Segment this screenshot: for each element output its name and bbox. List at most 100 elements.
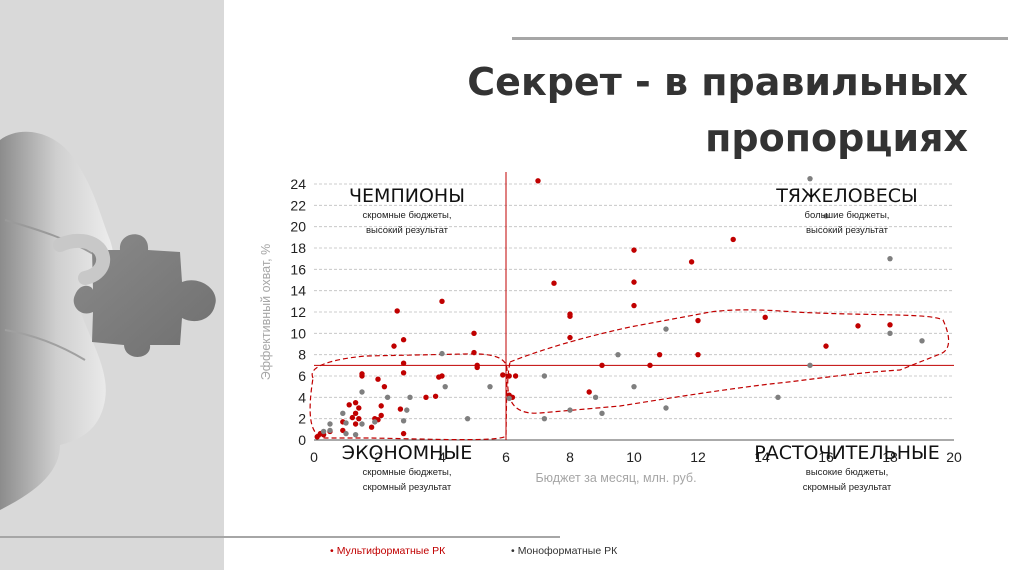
point-multiformat bbox=[567, 313, 573, 319]
quadrant-wasteful-desc: скромный результат bbox=[803, 482, 892, 493]
y-tick-label: 22 bbox=[290, 197, 306, 213]
point-multiformat bbox=[439, 373, 445, 379]
legend-item-monoformat: • Моноформатные РК bbox=[511, 545, 617, 557]
slide-title: Секрет - в правильных пропорциях bbox=[467, 54, 968, 166]
point-multiformat bbox=[551, 280, 557, 286]
point-multiformat bbox=[378, 412, 384, 419]
x-tick-label: 8 bbox=[566, 449, 574, 465]
y-tick-label: 4 bbox=[298, 389, 306, 405]
y-tick-label: 18 bbox=[290, 240, 306, 256]
quadrant-wasteful-name: РАСТОЧИТЕЛЬНЫЕ bbox=[754, 442, 940, 464]
point-monoformat bbox=[372, 419, 378, 425]
point-monoformat bbox=[506, 395, 512, 402]
point-multiformat bbox=[352, 421, 359, 427]
quadrant-economy-desc: скромные бюджеты, bbox=[362, 467, 451, 478]
point-monoformat bbox=[599, 410, 605, 417]
reference-lines bbox=[314, 172, 954, 440]
point-multiformat bbox=[381, 383, 388, 390]
point-multiformat bbox=[356, 405, 362, 411]
y-tick-label: 8 bbox=[298, 347, 306, 363]
point-multiformat bbox=[356, 415, 362, 422]
point-multiformat bbox=[567, 334, 573, 341]
point-multiformat bbox=[474, 364, 480, 371]
y-tick-label: 6 bbox=[298, 368, 306, 384]
quadrant-wasteful-desc: высокие бюджеты, bbox=[806, 467, 888, 478]
x-tick-label: 14 bbox=[754, 449, 770, 465]
legend-bullet-monoformat: • bbox=[511, 545, 515, 557]
x-tick-label: 0 bbox=[310, 449, 318, 465]
point-monoformat bbox=[359, 421, 365, 427]
point-multiformat bbox=[394, 308, 400, 314]
point-multiformat bbox=[423, 394, 429, 401]
point-multiformat bbox=[400, 430, 407, 437]
quadrant-economy-desc: скромный результат bbox=[363, 482, 452, 493]
point-multiformat bbox=[397, 406, 404, 412]
point-monoformat bbox=[327, 427, 333, 434]
point-multiformat bbox=[352, 399, 359, 406]
quadrant-champions-desc: высокий результат bbox=[366, 225, 449, 236]
point-monoformat bbox=[807, 175, 813, 182]
point-monoformat bbox=[887, 330, 893, 337]
point-monoformat bbox=[439, 350, 445, 357]
legend-item-multiformat: • Мультиформатные РК bbox=[330, 545, 445, 557]
point-multiformat bbox=[695, 351, 701, 358]
point-multiformat bbox=[823, 343, 829, 349]
quadrant-heavyweights-desc: высокий результат bbox=[806, 225, 889, 236]
y-tick-label: 12 bbox=[290, 304, 306, 320]
point-multiformat bbox=[471, 349, 477, 356]
quadrant-heavyweights-desc: большие бюджеты, bbox=[805, 210, 890, 221]
legend-label-monoformat: Моноформатные РК bbox=[517, 545, 618, 557]
point-multiformat bbox=[349, 414, 356, 421]
point-monoformat bbox=[340, 410, 346, 417]
point-monoformat bbox=[407, 394, 413, 401]
point-multiformat bbox=[400, 360, 407, 366]
x-tick-label: 10 bbox=[626, 449, 642, 465]
point-multiformat bbox=[391, 343, 397, 349]
legend-label-multiformat: Мультиформатные РК bbox=[336, 545, 446, 557]
point-multiformat bbox=[359, 373, 365, 379]
point-multiformat bbox=[599, 362, 605, 369]
cluster-outline-economy bbox=[309, 353, 508, 441]
x-axis-title: Бюджет за месяц, млн. руб. bbox=[535, 471, 696, 485]
point-multiformat bbox=[762, 314, 768, 321]
point-monoformat bbox=[352, 431, 359, 438]
point-monoformat bbox=[384, 394, 391, 401]
point-monoformat bbox=[592, 394, 599, 401]
point-multiformat bbox=[512, 373, 519, 379]
x-tick-label: 4 bbox=[438, 449, 446, 465]
y-tick-label: 24 bbox=[290, 176, 306, 192]
point-multiformat bbox=[500, 372, 506, 378]
point-multiformat bbox=[400, 370, 407, 376]
point-multiformat bbox=[631, 247, 637, 253]
point-monoformat bbox=[663, 405, 669, 411]
point-monoformat bbox=[541, 373, 548, 379]
point-monoformat bbox=[404, 407, 410, 413]
y-tick-label: 2 bbox=[298, 411, 306, 427]
data-points bbox=[314, 175, 925, 440]
point-multiformat bbox=[368, 424, 375, 430]
point-multiformat bbox=[647, 362, 653, 369]
quadrant-heavyweights-name: ТЯЖЕЛОВЕСЫ bbox=[775, 185, 918, 207]
point-multiformat bbox=[695, 317, 701, 324]
decorative-photo-panel bbox=[0, 0, 224, 570]
quadrant-champions-desc: скромные бюджеты, bbox=[362, 210, 451, 221]
point-monoformat bbox=[567, 407, 573, 413]
point-monoformat bbox=[663, 326, 669, 332]
x-tick-label: 16 bbox=[818, 449, 834, 465]
point-monoformat bbox=[487, 383, 493, 390]
point-multiformat bbox=[346, 402, 352, 408]
point-monoformat bbox=[919, 338, 925, 344]
quadrant-labels: ЧЕМПИОНЫ скромные бюджеты, высокий результ… bbox=[342, 185, 940, 493]
cluster-outline-expensive bbox=[507, 309, 950, 414]
y-tick-label: 14 bbox=[290, 283, 306, 299]
x-tick-label: 12 bbox=[690, 449, 706, 465]
point-multiformat bbox=[375, 376, 381, 382]
point-multiformat bbox=[400, 337, 407, 343]
quadrant-champions-name: ЧЕМПИОНЫ bbox=[349, 185, 465, 207]
point-monoformat bbox=[320, 428, 327, 435]
point-monoformat bbox=[823, 213, 829, 219]
y-tick-label: 16 bbox=[290, 261, 306, 277]
quadrant-economy-name: ЭКОНОМНЫЕ bbox=[342, 442, 472, 464]
point-multiformat bbox=[887, 322, 893, 328]
point-multiformat bbox=[855, 323, 861, 329]
